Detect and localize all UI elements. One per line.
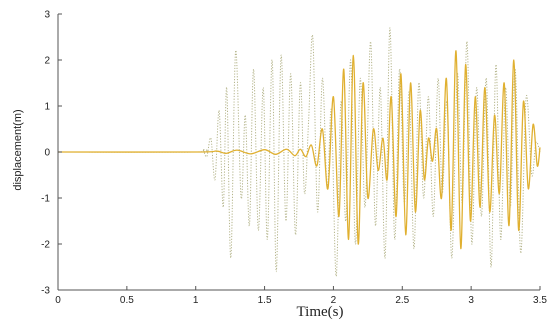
y-tick-label: 1 [44, 102, 50, 113]
x-tick-label: 3.5 [533, 295, 547, 306]
x-tick-label: 0.5 [120, 295, 134, 306]
x-tick-label: 3 [468, 295, 474, 306]
x-tick-label: 2 [331, 295, 337, 306]
y-axis-label: displacement(m) [12, 109, 24, 190]
x-tick-label: 1.5 [258, 295, 272, 306]
y-tick-label: -1 [41, 194, 50, 205]
series-layer [57, 27, 541, 277]
x-ticks: 0 0.5 1 1.5 2 2.5 3 3.5 [55, 286, 547, 306]
series-solid-line [57, 50, 541, 250]
y-tick-label: 2 [44, 56, 50, 67]
x-tick-label: 2.5 [395, 295, 409, 306]
y-tick-label: -2 [41, 240, 50, 251]
y-tick-label: 0 [44, 148, 50, 159]
y-ticks: -3 -2 -1 0 1 2 3 [41, 10, 62, 297]
x-axis-label: Time(s) [297, 304, 344, 320]
series-dotted-line [57, 27, 541, 277]
x-tick-label: 0 [55, 295, 61, 306]
y-tick-label: -3 [41, 286, 50, 297]
y-tick-label: 3 [44, 10, 50, 21]
x-tick-label: 1 [193, 295, 199, 306]
